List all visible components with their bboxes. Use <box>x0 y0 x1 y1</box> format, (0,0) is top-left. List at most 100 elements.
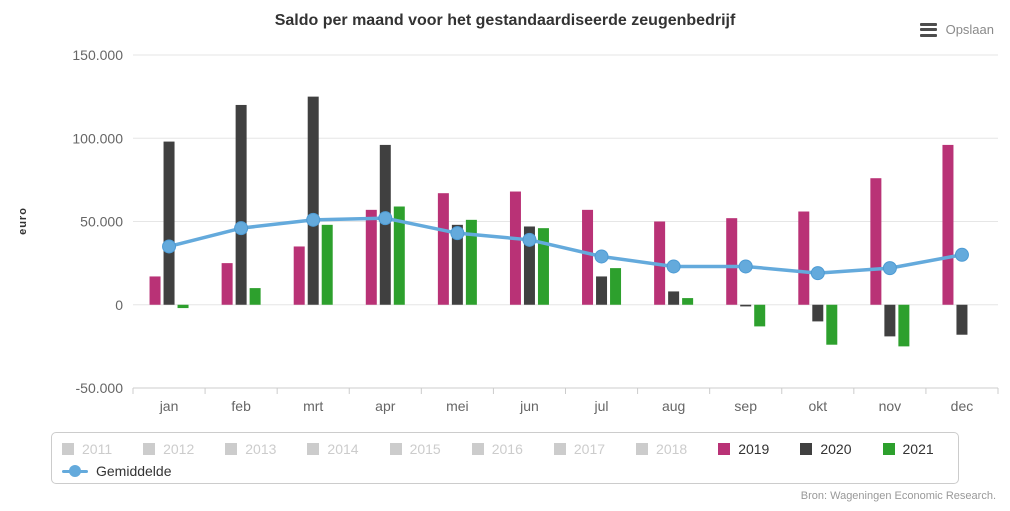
bar-2020-jan[interactable] <box>163 141 175 305</box>
bar-2021-jan[interactable] <box>177 304 189 309</box>
legend-item-2012[interactable]: 2012 <box>143 441 194 457</box>
bar-2021-sep[interactable] <box>754 304 766 327</box>
legend-swatch-icon <box>62 443 74 455</box>
marker-Gemiddelde-jun[interactable] <box>522 232 537 247</box>
legend-item-2016[interactable]: 2016 <box>471 441 523 457</box>
bar-2020-sep[interactable] <box>740 304 752 307</box>
legend-swatch-icon <box>882 443 895 455</box>
bar-2021-jul[interactable] <box>610 268 622 305</box>
marker-Gemiddelde-feb[interactable] <box>234 221 249 236</box>
x-axis-label-mei: mei <box>446 398 469 414</box>
x-axis-label-aug: aug <box>662 398 685 414</box>
marker-Gemiddelde-apr[interactable] <box>378 211 393 226</box>
bar-2020-mei[interactable] <box>451 224 463 305</box>
legend-label: Gemiddelde <box>96 463 172 479</box>
x-axis-label-mrt: mrt <box>303 398 323 414</box>
marker-Gemiddelde-sep[interactable] <box>738 259 753 274</box>
legend-item-2013[interactable]: 2013 <box>225 441 276 457</box>
bar-2021-mrt[interactable] <box>321 224 333 305</box>
marker-Gemiddelde-mei[interactable] <box>450 226 465 241</box>
export-menu-button[interactable]: Opslaan <box>919 20 994 39</box>
legend-label: 2019 <box>738 441 770 457</box>
y-axis-title: euro <box>17 207 29 235</box>
bar-2019-jul[interactable] <box>582 209 594 305</box>
bar-2021-jun[interactable] <box>537 228 549 305</box>
bar-2020-nov[interactable] <box>884 304 896 337</box>
marker-Gemiddelde-mrt[interactable] <box>306 212 321 227</box>
legend-item-2011[interactable]: 2011 <box>62 441 112 457</box>
x-axis-label-jul: jul <box>594 398 609 414</box>
legend-item-2014[interactable]: 2014 <box>307 441 359 457</box>
plot-area: 150.000 100.000 50.000 0 -50.000 euro jan feb mr… <box>17 47 999 414</box>
legend-swatch-icon <box>389 443 402 455</box>
legend-item-gemiddelde[interactable]: Gemiddelde <box>62 463 172 479</box>
bar-2021-apr[interactable] <box>393 206 405 305</box>
bar-2019-jun[interactable] <box>509 191 521 305</box>
y-axis-label: -50.000 <box>76 380 124 396</box>
legend-item-2020[interactable]: 2020 <box>800 441 852 457</box>
bar-2019-jan[interactable] <box>149 276 161 305</box>
bar-2020-aug[interactable] <box>668 291 680 305</box>
y-axis-label: 0 <box>115 297 123 313</box>
bar-2020-jul[interactable] <box>596 276 608 305</box>
legend-item-2019[interactable]: 2019 <box>718 441 769 457</box>
legend-label: 2017 <box>573 441 606 457</box>
marker-Gemiddelde-jul[interactable] <box>594 249 609 264</box>
bar-2019-dec[interactable] <box>942 144 954 305</box>
legend-swatch-icon <box>225 443 238 455</box>
marker-Gemiddelde-dec[interactable] <box>954 247 969 262</box>
bar-2019-mrt[interactable] <box>293 246 305 305</box>
bar-2019-apr[interactable] <box>365 209 377 305</box>
legend-label: 2021 <box>902 441 934 457</box>
marker-Gemiddelde-jan[interactable] <box>162 239 177 254</box>
x-axis-label-jun: jun <box>519 398 539 414</box>
bar-2020-mrt[interactable] <box>307 96 319 305</box>
x-axis-label-feb: feb <box>231 398 251 414</box>
y-axis-label: 50.000 <box>80 214 123 230</box>
x-axis-label-dec: dec <box>951 398 974 414</box>
legend-swatch-icon <box>143 443 156 455</box>
legend-label: 2016 <box>491 441 523 457</box>
legend-row-average: Gemiddelde <box>62 460 958 482</box>
legend-swatch-icon <box>636 443 649 455</box>
legend-item-2018[interactable]: 2018 <box>636 441 687 457</box>
bar-2019-okt[interactable] <box>798 211 810 305</box>
legend-item-2017[interactable]: 2017 <box>553 441 606 457</box>
line-Gemiddelde[interactable] <box>167 216 964 275</box>
legend-label: 2020 <box>820 441 852 457</box>
legend-swatch-icon <box>718 443 731 455</box>
legend-item-2015[interactable]: 2015 <box>389 441 441 457</box>
legend-item-2021[interactable]: 2021 <box>882 441 934 457</box>
marker-Gemiddelde-okt[interactable] <box>810 266 825 281</box>
x-axis-label-nov: nov <box>879 398 902 414</box>
bar-2020-dec[interactable] <box>956 304 968 335</box>
y-axis-label: 150.000 <box>72 47 123 63</box>
bar-2019-mei[interactable] <box>437 193 449 305</box>
bar-2020-jun[interactable] <box>523 226 535 305</box>
legend-label: 2014 <box>327 441 359 457</box>
marker-Gemiddelde-nov[interactable] <box>882 261 897 276</box>
bar-2021-okt[interactable] <box>826 304 838 345</box>
legend-label: 2012 <box>163 441 195 457</box>
legend-line-marker-icon <box>62 465 88 477</box>
bar-2021-nov[interactable] <box>898 304 910 347</box>
bar-2021-aug[interactable] <box>682 298 694 305</box>
legend-swatch-icon <box>553 443 566 455</box>
legend-label: 2018 <box>656 441 688 457</box>
bar-2020-okt[interactable] <box>812 304 824 322</box>
bar-2021-feb[interactable] <box>249 288 261 305</box>
legend-swatch-icon <box>800 443 813 455</box>
y-axis-label: 100.000 <box>72 130 123 146</box>
export-label: Opslaan <box>945 22 994 37</box>
x-axis-label-okt: okt <box>808 398 827 414</box>
bar-2021-mei[interactable] <box>465 219 477 305</box>
legend-swatch-icon <box>307 443 320 455</box>
hamburger-menu-icon[interactable] <box>919 20 937 39</box>
bar-2019-sep[interactable] <box>726 218 738 305</box>
bar-2019-nov[interactable] <box>870 178 882 305</box>
bar-2019-feb[interactable] <box>221 263 233 305</box>
marker-Gemiddelde-aug[interactable] <box>666 259 681 274</box>
credits: Bron: Wageningen Economic Research. <box>800 490 996 502</box>
legend: 2011 2012 2013 2014 2015 2016 2017 2018 2019 2020… <box>51 432 959 484</box>
bar-2020-feb[interactable] <box>235 104 247 305</box>
